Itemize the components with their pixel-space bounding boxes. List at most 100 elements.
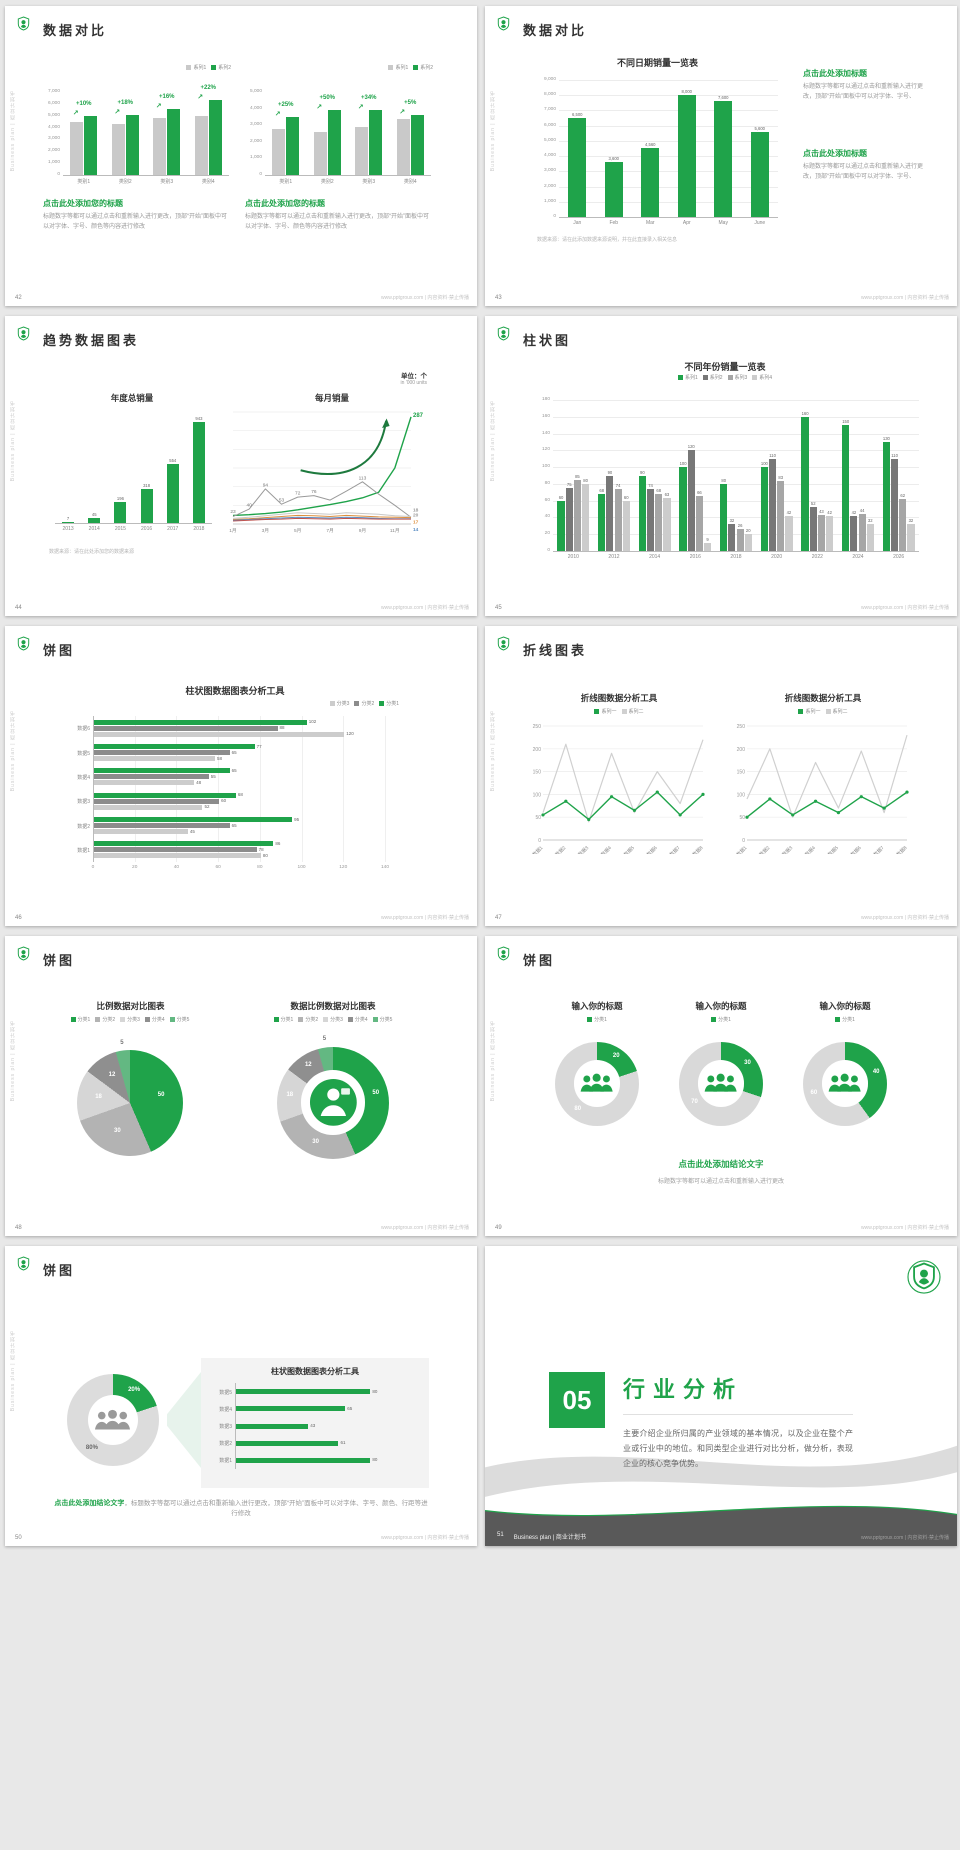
slide-title: 饼图	[43, 953, 76, 968]
page-number: 47	[495, 915, 502, 921]
slide-title: 饼图	[43, 643, 76, 658]
bar-value-label: 75	[566, 482, 572, 488]
bar-value-label: 60	[221, 798, 227, 804]
legend-label: 分类3	[336, 701, 350, 707]
slide-43[interactable]: Business plan | 商业计划书 数据对比 不同日期销量一览表 0 1,…	[485, 6, 957, 306]
chart-title: 数据比例数据对比图表	[290, 1001, 376, 1011]
legend-swatch-icon	[388, 65, 394, 70]
chart-legend: 系列一 系列二	[525, 708, 713, 715]
bar-value-label: 62	[900, 492, 906, 498]
chart-legend: 分类1	[795, 1016, 895, 1023]
svg-text:7月: 7月	[326, 528, 333, 534]
bar	[94, 853, 261, 859]
bar	[236, 1406, 346, 1412]
legend-item: 系列1	[388, 64, 408, 71]
category-label: 数据6	[77, 726, 90, 733]
horizontal-bar-chart: 数据5 80 数据4 65 数据3 43 数据2 61 数据1 80	[211, 1379, 417, 1471]
line-chart-svg: 0 50 100 150 200 250 数据1 数据2 数据3 数据4 数据5 数据6 数据7 数据8	[531, 724, 705, 854]
chart-title: 年度总销量	[110, 393, 154, 403]
legend-label: 分类1	[280, 1017, 294, 1023]
x-axis-label: 2014	[649, 554, 661, 560]
slide-46[interactable]: Business plan | 商业计划书 饼图 柱状图数据图表分析工具 分类3…	[5, 626, 477, 926]
bar-value-label: 83	[778, 475, 784, 481]
x-axis-label: 类别3	[362, 179, 376, 185]
svg-text:250: 250	[737, 724, 746, 730]
slide-42[interactable]: Business plan | 商业计划书 数据对比 系列1 系列2 0 1,000 2…	[5, 6, 477, 306]
bar-value-label: 80	[372, 1457, 378, 1463]
gridline	[553, 517, 919, 519]
legend-swatch-icon	[95, 1017, 101, 1022]
chart-title: 比例数据对比图表	[96, 1001, 165, 1011]
slice-label: 50	[157, 1092, 165, 1099]
chart-legend: 分类1 分类2 分类3 分类4 分类5	[55, 1016, 205, 1023]
growth-arrow-icon: ↗	[274, 110, 281, 118]
legend-swatch-icon	[273, 1017, 279, 1022]
bar-value-label: 65	[347, 1405, 353, 1411]
bar-value-label: 554	[169, 457, 177, 463]
line-chart-svg: 0 50 100 150 200 250 数据1 数据2 数据3 数据4 数据5 数据6 数据7 数据8	[735, 724, 909, 854]
legend-label: 分类5	[379, 1017, 393, 1023]
sidebar-vertical-text: Business plan | 商业计划书	[10, 1020, 16, 1102]
bar	[166, 463, 179, 523]
slide-50[interactable]: Business plan | 商业计划书 饼图 20% 80% 柱状图数据图表分…	[5, 1246, 477, 1546]
legend-item: 系列一	[594, 708, 617, 715]
svg-text:200: 200	[737, 747, 746, 753]
watermark: www.pptgroux.com | 内容资料·禁止传播	[381, 915, 469, 921]
legend-swatch-icon	[587, 1017, 593, 1022]
bar-value-label: 42	[827, 509, 832, 515]
page-number: 48	[15, 1225, 22, 1231]
page-number: 45	[495, 605, 502, 611]
x-axis-line	[559, 217, 778, 218]
bar-value-label: 68	[599, 487, 605, 493]
bar-value-label: 42	[786, 509, 792, 515]
x-axis-label: 2024	[852, 554, 864, 560]
bar	[94, 780, 195, 786]
slide-48[interactable]: Business plan | 商业计划书 饼图 比例数据对比图表 数据比例数据…	[5, 936, 477, 1236]
svg-text:100: 100	[533, 792, 542, 798]
watermark: www.pptgroux.com | 内容资料·禁止传播	[381, 1225, 469, 1231]
legend-item: 分类3	[323, 1016, 343, 1023]
x-axis-label: 类别1	[279, 179, 293, 185]
slide-47[interactable]: Business plan | 商业计划书 折线图表 折线图数据分析工具 折线图…	[485, 626, 957, 926]
bar	[94, 768, 230, 774]
legend-item: 分类1	[273, 1016, 294, 1023]
gridline	[343, 716, 345, 862]
bar	[94, 823, 230, 828]
svg-text:数据5: 数据5	[622, 844, 636, 854]
y-axis-label: 2,000	[47, 148, 60, 154]
slide-title: 趋势数据图表	[43, 333, 140, 348]
legend-label: 分类2	[305, 1017, 319, 1023]
bar-value-label: 68	[237, 792, 243, 798]
panel-title: 柱状图数据图表分析工具	[271, 1367, 359, 1376]
x-axis-label: 60	[215, 865, 221, 870]
bar	[62, 522, 75, 523]
legend-item: 分类1	[70, 1016, 90, 1023]
chart-title: 输入你的标题	[819, 1001, 871, 1011]
slice-label: 5	[120, 1039, 124, 1046]
y-axis-line	[93, 716, 94, 862]
bar	[94, 792, 236, 798]
slide-49[interactable]: Business plan | 商业计划书 饼图 输入你的标题 输入你的标题 输…	[485, 936, 957, 1236]
bar-value-label: 45	[189, 828, 195, 834]
x-axis-label: 2015	[114, 526, 126, 532]
sidebar-vertical-text: Business plan | 商业计划书	[490, 90, 496, 172]
x-axis-label: 2026	[893, 554, 905, 560]
bar	[568, 118, 587, 217]
svg-text:23: 23	[230, 509, 236, 515]
gridline	[176, 716, 178, 862]
slide-51-section-divider[interactable]: 05 行业分析 主要介绍企业所归属的产业领域的基本情况，以及企业在整个产业或行业…	[485, 1246, 957, 1546]
x-axis-label: 80	[257, 865, 263, 870]
donut-chart: 分类1 分类2 分类3 分类4 分类5 50 30 18 12 5	[257, 1016, 409, 1176]
slide-44[interactable]: Business plan | 商业计划书 趋势数据图表 单位：个 in '00…	[5, 316, 477, 616]
y-axis-label: 6,000	[543, 122, 556, 128]
slide-45[interactable]: Business plan | 商业计划书 柱状图 不同年份销量一览表 系列1 系…	[485, 316, 957, 616]
slice-label: 50	[372, 1089, 380, 1096]
gridline	[553, 483, 919, 485]
legend-swatch-icon	[120, 1017, 126, 1022]
bar	[695, 495, 703, 551]
y-axis-label: 3,000	[47, 136, 60, 142]
svg-text:250: 250	[533, 724, 542, 730]
bar	[817, 514, 825, 551]
slice-label: 20%	[128, 1386, 141, 1393]
svg-text:数据4: 数据4	[599, 844, 613, 854]
